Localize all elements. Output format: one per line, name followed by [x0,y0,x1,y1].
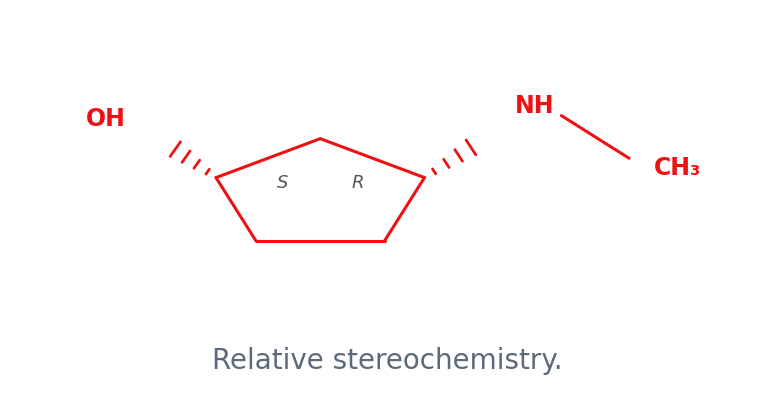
Text: NH: NH [515,94,554,118]
Text: OH: OH [86,106,126,130]
Text: R: R [352,174,364,192]
Text: S: S [277,174,288,192]
Text: Relative stereochemistry.: Relative stereochemistry. [212,347,563,375]
Text: CH₃: CH₃ [654,156,701,180]
